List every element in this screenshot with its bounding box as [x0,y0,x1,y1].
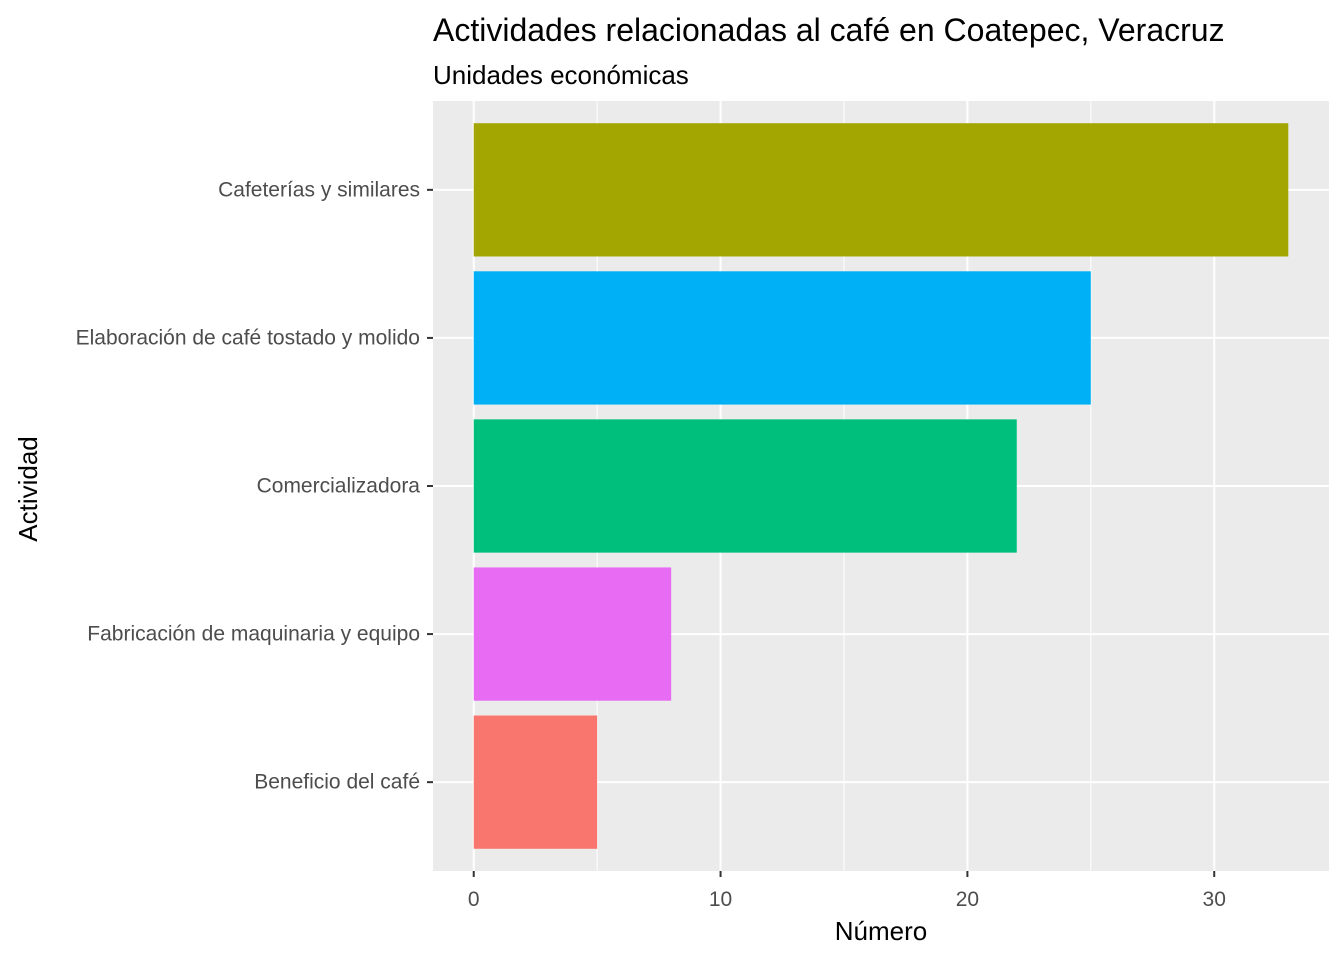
bars [473,123,1289,849]
y-tick-label: Cafeterías y similares [218,178,420,201]
x-tick-label: 20 [956,888,979,911]
x-axis: 0 10 20 30 [468,871,1226,911]
x-tick-label: 10 [709,888,732,911]
y-tick-label: Comercializadora [257,475,421,498]
y-tick-label: Fabricación de maquinaria y equipo [87,623,420,646]
x-axis-title: Número [835,916,927,946]
bar [473,123,1289,257]
x-tick-label: 0 [468,888,480,911]
y-axis: Cafeterías y similares Elaboración de caf… [76,178,433,794]
bar [473,567,672,701]
y-axis-title: Actividad [13,436,43,542]
chart-title: Actividades relacionadas al café en Coat… [433,12,1225,48]
bar [473,419,1017,553]
y-tick-label: Beneficio del café [254,771,420,794]
bar [473,271,1091,405]
chart-subtitle: Unidades económicas [433,60,689,90]
x-tick-label: 30 [1203,888,1226,911]
y-tick-label: Elaboración de café tostado y molido [76,326,420,349]
bar [473,715,598,849]
